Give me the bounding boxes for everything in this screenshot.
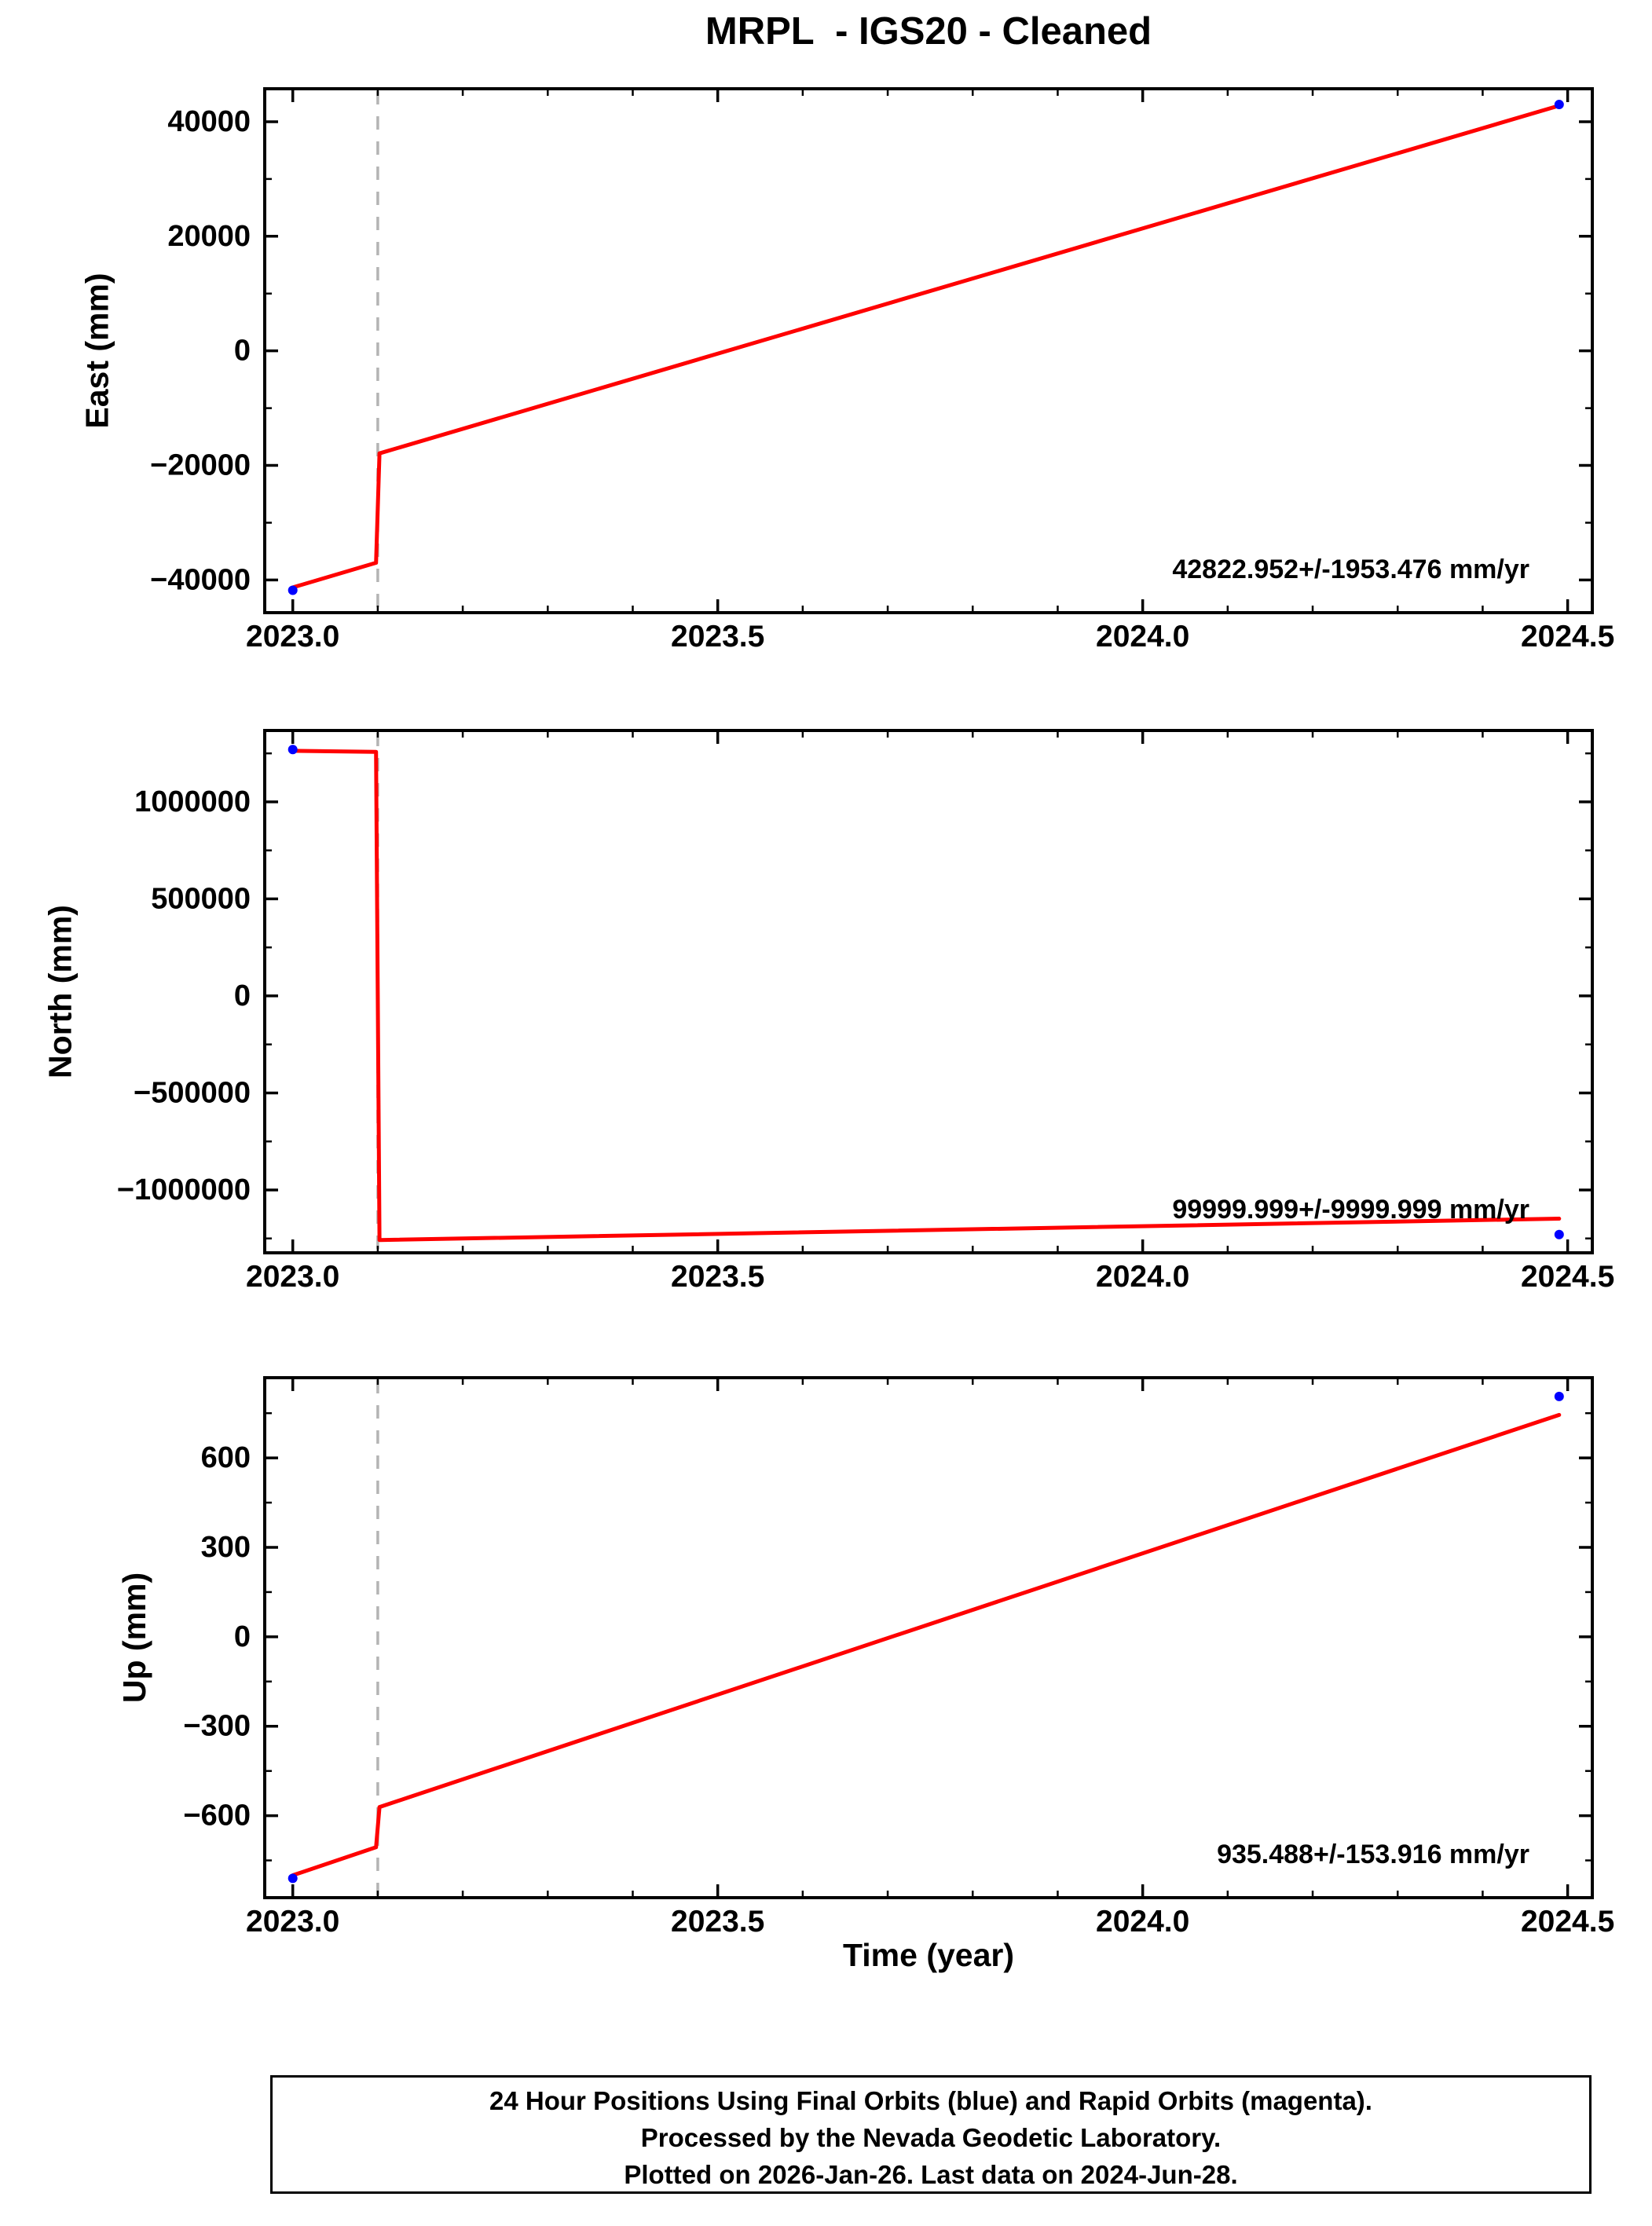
- up-y-tick-label: 0: [234, 1620, 251, 1653]
- east-x-tick-label: 2024.5: [1521, 620, 1614, 654]
- north-x-tick-label: 2024.0: [1096, 1260, 1189, 1294]
- north-y-tick-label: 500000: [151, 882, 251, 915]
- east-y-tick-label: 20000: [167, 220, 251, 253]
- east-panel: 2023.0 2023.5 2024.0 2024.5 −40000 −20000 0 200…: [79, 87, 1614, 654]
- up-x-tick-label: 2024.0: [1096, 1905, 1189, 1939]
- north-data-point: [288, 745, 298, 755]
- north-x-tick-label: 2024.5: [1521, 1260, 1614, 1294]
- up-y-tick-label: −600: [183, 1799, 251, 1832]
- north-frame: [263, 729, 1594, 1254]
- north-y-tick-label: 1000000: [134, 785, 251, 818]
- north-y-tick-label: −500000: [134, 1076, 251, 1109]
- north-panel: 2023.0 2023.5 2024.0 2024.5 −1000000 −500000 0…: [42, 729, 1614, 1294]
- east-y-tick-label: 40000: [167, 105, 251, 138]
- up-data-point: [288, 1873, 298, 1884]
- up-axis-label: Up (mm): [116, 1572, 152, 1703]
- east-x-tick-label: 2023.0: [246, 620, 339, 654]
- up-y-tick-label: −300: [183, 1710, 251, 1743]
- north-y-tick-label: −1000000: [117, 1173, 251, 1206]
- up-x-tick-label: 2023.5: [671, 1905, 764, 1939]
- east-rate-annotation: 42822.952+/-1953.476 mm/yr: [1172, 555, 1529, 584]
- figure-title: MRPL - IGS20 - Cleaned: [705, 10, 1152, 53]
- east-x-tick-label: 2024.0: [1096, 620, 1189, 654]
- up-panel: 2023.0 2023.5 2024.0 2024.5 −600 −300 0 300 600 U…: [116, 1376, 1614, 1939]
- east-y-tick-label: −40000: [150, 563, 251, 596]
- footer-line-2: Processed by the Nevada Geodetic Laborat…: [640, 2123, 1222, 2152]
- x-axis-title: Time (year): [842, 1937, 1014, 1973]
- north-axis-label: North (mm): [42, 905, 79, 1078]
- footer-note: 24 Hour Positions Using Final Orbits (bl…: [270, 2075, 1592, 2194]
- up-y-tick-label: 600: [201, 1441, 251, 1474]
- east-frame: [263, 87, 1594, 614]
- up-frame: [263, 1376, 1594, 1899]
- north-x-tick-label: 2023.0: [246, 1260, 339, 1294]
- north-rate-annotation: 99999.999+/-9999.999 mm/yr: [1172, 1195, 1529, 1225]
- north-x-tick-label: 2023.5: [671, 1260, 764, 1294]
- east-data-point: [288, 585, 298, 595]
- east-y-tick-label: 0: [234, 335, 251, 368]
- up-rate-annotation: 935.488+/-153.916 mm/yr: [1217, 1840, 1529, 1869]
- east-data-point: [1554, 100, 1564, 110]
- east-y-tick-label: −20000: [150, 449, 251, 482]
- up-data-point: [1554, 1391, 1564, 1401]
- north-trend-line: [291, 749, 1562, 1243]
- up-y-tick-label: 300: [201, 1531, 251, 1564]
- north-data-point: [1554, 1229, 1564, 1239]
- east-trend-line: [291, 104, 1562, 590]
- east-x-tick-label: 2023.5: [671, 620, 764, 654]
- up-x-tick-label: 2024.5: [1521, 1905, 1614, 1939]
- east-axis-label: East (mm): [79, 273, 115, 428]
- footer-line-1: 24 Hour Positions Using Final Orbits (bl…: [489, 2086, 1372, 2115]
- north-y-tick-label: 0: [234, 979, 251, 1012]
- footer-line-3: Plotted on 2026-Jan-26. Last data on 202…: [624, 2160, 1238, 2189]
- up-x-tick-label: 2023.0: [246, 1905, 339, 1939]
- up-trend-line: [291, 1412, 1562, 1877]
